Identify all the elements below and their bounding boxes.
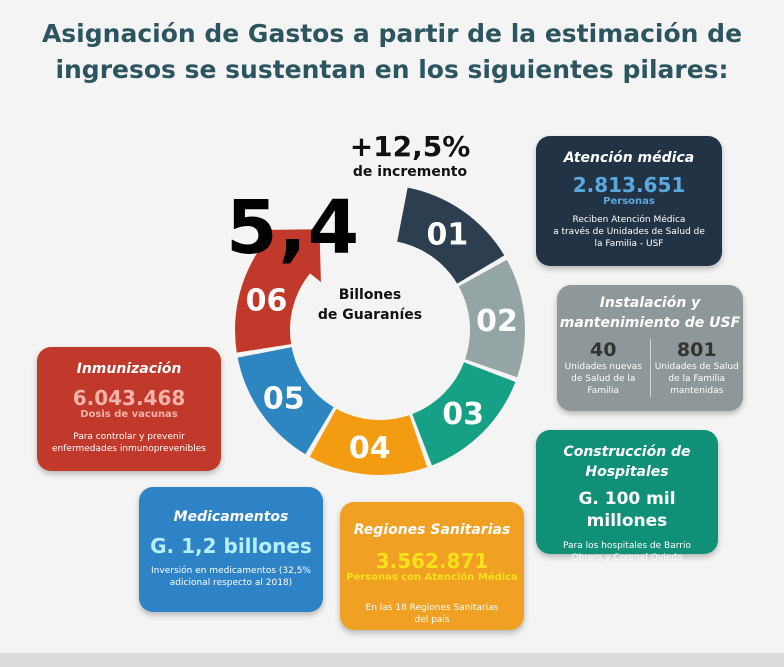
card-construccion-hospitales: Construcción de Hospitales G. 100 mil mi… xyxy=(536,430,718,563)
card-heading: Atención médica xyxy=(563,150,695,166)
ring-segment-label: 04 xyxy=(349,431,391,466)
card-desc-2: a través de Unidades de Salud de xyxy=(553,227,705,237)
stat-desc-3: Familia xyxy=(587,386,620,396)
stat-desc-1: Unidades nuevas xyxy=(564,362,642,372)
stat-desc-3: mantenidas xyxy=(670,386,724,396)
ring-segment-label: 02 xyxy=(476,304,518,339)
card-value: 2.813.651 xyxy=(572,173,686,197)
ring-segment-02 xyxy=(458,259,525,378)
page-title: Asignación de Gastos a partir de la esti… xyxy=(20,16,764,88)
stat-value: 40 xyxy=(590,339,617,361)
title-line-1: Asignación de Gastos a partir de la esti… xyxy=(41,19,743,48)
ring-segment-label: 03 xyxy=(442,397,484,432)
card-desc-1: Para controlar y prevenir xyxy=(73,432,185,442)
stat-desc-1: Unidades de Salud xyxy=(654,362,739,372)
card-desc-1: Para los hospitales de Barrio xyxy=(563,541,691,551)
ring-segment-04 xyxy=(309,408,428,475)
stat-desc-2: de la Familia xyxy=(668,374,726,384)
stat-desc-2: de Salud de la xyxy=(571,374,636,384)
stat-new-units: 40 Unidades nuevas de Salud de la Famili… xyxy=(557,339,651,397)
card-desc-3: la Familia - USF xyxy=(594,239,664,249)
total-unit-line-1: Billones xyxy=(338,287,402,303)
total-amount: 5,4 xyxy=(226,185,361,271)
card-heading-2: Hospitales xyxy=(585,464,669,480)
stat-maintained-units: 801 Unidades de Salud de la Familia mant… xyxy=(651,339,744,397)
card-value: 6.043.468 xyxy=(72,386,186,410)
title-line-2: ingresos se sustentan en los siguientes … xyxy=(55,55,729,84)
bottom-strip xyxy=(0,653,784,667)
increment-label: de incremento xyxy=(352,164,468,180)
card-value: 3.562.871 xyxy=(375,549,489,573)
total-unit-line-2: de Guaraníes xyxy=(317,307,423,323)
card-desc-2: del país xyxy=(414,615,450,625)
ring-segment-label: 01 xyxy=(427,218,469,253)
ring-segment-01 xyxy=(397,187,505,284)
card-unit: Personas con Atención Médica xyxy=(346,572,518,583)
card-desc-2: enfermedades inmunoprevenibles xyxy=(52,444,206,454)
card-heading-1: Construcción de xyxy=(563,444,691,460)
card-regiones-sanitarias: Regiones Sanitarias 3.562.871 Personas c… xyxy=(340,502,524,630)
card-stats: 40 Unidades nuevas de Salud de la Famili… xyxy=(557,339,743,397)
card-medicamentos: Medicamentos G. 1,2 billones Inversión e… xyxy=(139,487,323,612)
card-desc-1: Reciben Atención Médica xyxy=(572,215,686,225)
ring-segment-06 xyxy=(235,229,321,353)
card-heading-2: mantenimiento de USF xyxy=(559,315,741,331)
card-value: G. 100 mil millones xyxy=(578,489,676,531)
ring-segment-03 xyxy=(412,362,516,466)
card-unit: Dosis de vacunas xyxy=(80,409,178,420)
card-heading: Medicamentos xyxy=(173,509,289,525)
card-heading: Inmunización xyxy=(76,361,182,377)
card-desc-2: Obrero y Coronel Oviedo xyxy=(571,553,683,563)
card-heading: Regiones Sanitarias xyxy=(353,522,511,538)
card-desc-1: Inversión en medicamentos (32,5% xyxy=(151,566,311,576)
stat-value: 801 xyxy=(676,339,717,361)
card-inmunizacion: Inmunización 6.043.468 Dosis de vacunas … xyxy=(37,347,221,471)
card-atencion-medica: Atención médica 2.813.651 Personas Recib… xyxy=(536,136,722,266)
ring-segment-label: 05 xyxy=(263,381,305,416)
ring-segment-label: 06 xyxy=(246,284,288,319)
card-heading-1: Instalación y xyxy=(599,295,701,311)
card-instalacion-usf: Instalación y mantenimiento de USF 40 Un… xyxy=(557,285,743,411)
total-unit-label: Billones de Guaraníes xyxy=(300,285,440,325)
increment-value: +12,5% xyxy=(349,130,471,163)
card-desc-1: En las 18 Regiones Sanitarias xyxy=(365,603,499,613)
card-unit: Personas xyxy=(603,196,655,207)
card-value: G. 1,2 billones xyxy=(150,534,312,558)
ring-segment-05 xyxy=(237,347,334,455)
increment-block: +12,5% de incremento xyxy=(330,130,490,181)
card-desc-2: adicional respecto al 2018) xyxy=(169,578,293,588)
